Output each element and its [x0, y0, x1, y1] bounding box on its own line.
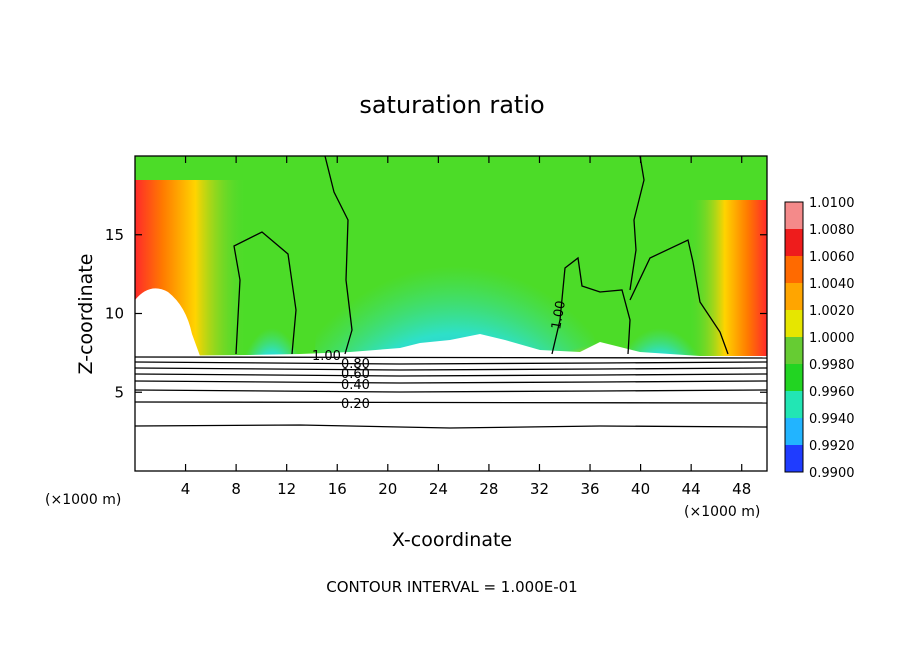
- x-tick-label: 20: [378, 480, 397, 498]
- contour-line-1-00-mid-left: [324, 156, 353, 355]
- x-tick-label: 36: [580, 480, 599, 498]
- contour-lines: [135, 156, 767, 429]
- chart-title: saturation ratio: [359, 91, 544, 119]
- contour-label-1-00-bottom: 1.00: [312, 349, 341, 364]
- contour-line-0-30: [135, 389, 767, 393]
- contour-line-0-40: [135, 380, 767, 384]
- x-tick-label: 40: [631, 480, 650, 498]
- colorbar-label: 0.9960: [809, 385, 855, 400]
- y-axis-label: Z-coordinate: [75, 254, 97, 375]
- colorbar-swatch: [785, 256, 803, 284]
- contour-label-0-80: 0.80: [341, 357, 370, 372]
- x-tick-label: 16: [328, 480, 347, 498]
- colorbar-label: 0.9940: [809, 412, 855, 427]
- x-axis-ticks: 4 8 12 16 20 24 28 32 36 40 44 48: [181, 156, 751, 498]
- colorbar-label: 1.0020: [809, 304, 855, 319]
- right-warm-zone: [690, 200, 767, 356]
- x-tick-label: 24: [429, 480, 448, 498]
- x-tick-label: 48: [732, 480, 751, 498]
- x-axis-label: X-coordinate: [392, 529, 512, 551]
- x-unit-left: (×1000 m): [45, 492, 121, 508]
- colorbar-swatch: [785, 418, 803, 446]
- colorbar-label: 1.0060: [809, 250, 855, 265]
- x-tick-label: 12: [277, 480, 296, 498]
- contour-line-0-80: [135, 356, 767, 359]
- contour-label-0-60: 0.60: [341, 367, 370, 382]
- contour-line-0-10: [135, 424, 767, 429]
- contour-line-1-00-left: [233, 231, 297, 355]
- contour-label-0-40: 0.40: [341, 378, 370, 393]
- y-axis-ticks: 5 10 15: [105, 226, 767, 401]
- x-tick-label: 4: [181, 480, 191, 498]
- contour-label-1-00-rotated: 1.00: [549, 300, 569, 331]
- colorbar-label: 1.0100: [809, 196, 855, 211]
- y-tick-label: 10: [105, 305, 124, 323]
- contour-line-0-70: [135, 361, 767, 365]
- colorbar-swatch: [785, 283, 803, 311]
- colorbar-swatch: [785, 337, 803, 365]
- colorbar-label: 0.9920: [809, 439, 855, 454]
- colorbar-swatch: [785, 364, 803, 392]
- x-tick-label: 8: [231, 480, 241, 498]
- contour-line-1-00-far-right: [629, 239, 729, 355]
- contour-label-0-20: 0.20: [341, 397, 370, 412]
- contour-line-1-00-center: [551, 256, 631, 355]
- contour-line-0-20: [135, 401, 767, 404]
- colorbar: 1.0100 1.0080 1.0060 1.0040 1.0020 1.0000 0.99…: [784, 196, 855, 481]
- contour-line-1-00-right: [629, 156, 645, 291]
- y-tick-label: 5: [114, 383, 124, 401]
- colorbar-swatch: [785, 229, 803, 257]
- colorbar-label: 0.9980: [809, 358, 855, 373]
- colorbar-label: 1.0040: [809, 277, 855, 292]
- left-white-dome: [135, 288, 200, 356]
- contour-line-0-50: [135, 373, 767, 377]
- colorbar-swatch: [785, 445, 803, 473]
- plot-area: 1.00 0.80 0.60 0.40 0.20 1.00: [135, 156, 767, 471]
- contour-interval-note: CONTOUR INTERVAL = 1.000E-01: [326, 578, 577, 596]
- contour-labels: 1.00 0.80 0.60 0.40 0.20 1.00: [312, 300, 569, 412]
- colorbar-frame: [784, 201, 804, 473]
- x-unit-right: (×1000 m): [684, 504, 760, 520]
- contour-line-0-60: [135, 367, 767, 371]
- colorbar-label: 1.0000: [809, 331, 855, 346]
- colorbar-label: 0.9900: [809, 466, 855, 481]
- colorbar-swatch: [785, 310, 803, 338]
- colorbar-swatch: [785, 202, 803, 230]
- x-tick-label: 28: [479, 480, 498, 498]
- colorbar-label: 1.0080: [809, 223, 855, 238]
- colorbar-swatch: [785, 391, 803, 419]
- x-tick-label: 32: [530, 480, 549, 498]
- x-tick-label: 44: [682, 480, 701, 498]
- y-tick-label: 15: [105, 226, 124, 244]
